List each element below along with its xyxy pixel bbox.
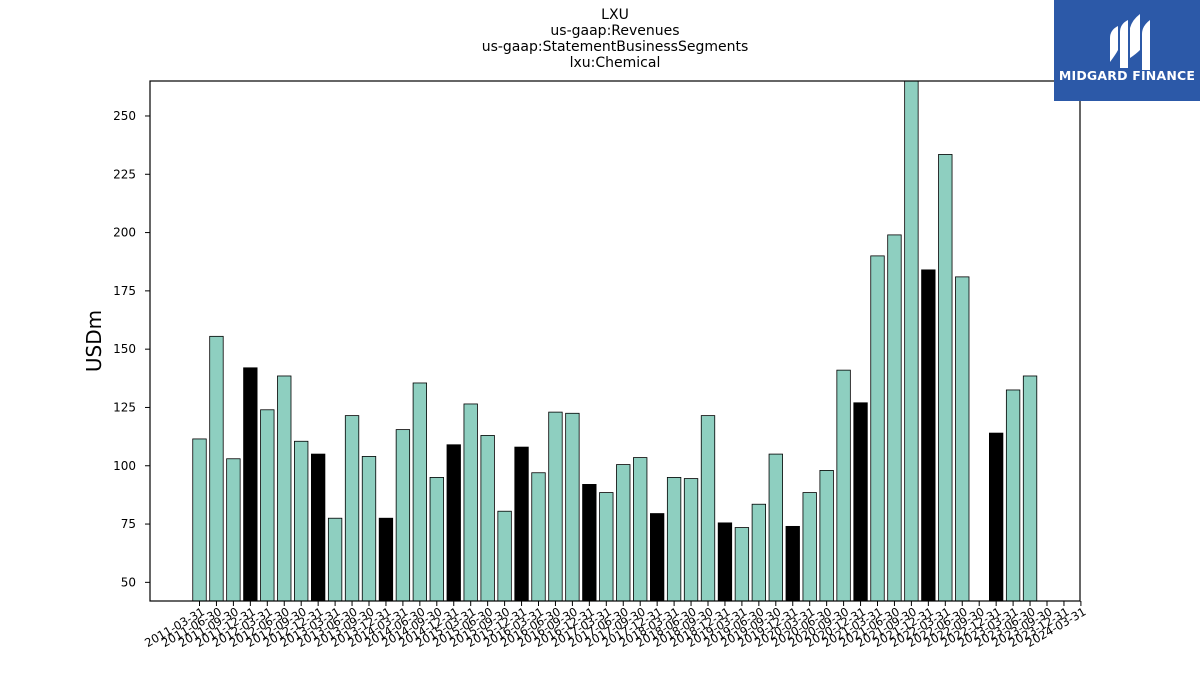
- bar-2022-03-31: [938, 154, 953, 602]
- bar-2013-12-31: [378, 517, 394, 602]
- brand-logo: MIDGARD FINANCE: [1054, 0, 1200, 101]
- bar-2011-09-30: [226, 458, 241, 602]
- bars-group: [192, 80, 1038, 602]
- bar-2013-03-31: [327, 517, 343, 602]
- bar-2012-03-31: [260, 409, 275, 602]
- bar-2012-09-30: [294, 440, 309, 602]
- midgard-logo-icon: [1054, 0, 1200, 101]
- bar-2016-12-31: [582, 484, 597, 602]
- bar-2018-03-31: [666, 477, 682, 602]
- y-tick-label: 75: [121, 517, 136, 531]
- bar-2017-06-30: [616, 464, 631, 602]
- bar-2019-12-31: [785, 525, 800, 602]
- bar-2013-06-30: [344, 415, 360, 602]
- y-tick-label: 50: [121, 575, 136, 589]
- bar-2014-03-31: [395, 429, 411, 602]
- plot-frame: [149, 80, 1081, 602]
- bar-2016-03-31: [531, 472, 546, 602]
- bar-2017-03-31: [599, 492, 614, 602]
- bar-2015-03-31: [463, 403, 478, 602]
- bar-2018-09-30: [700, 415, 716, 602]
- bar-2023-06-30: [1022, 375, 1038, 602]
- bar-2019-06-30: [751, 503, 766, 602]
- bar-2015-09-30: [497, 510, 512, 602]
- bar-2019-09-30: [768, 453, 783, 602]
- y-tick-label: 175: [113, 284, 136, 298]
- bar-2017-12-31: [650, 513, 665, 602]
- bar-2015-06-30: [480, 435, 495, 602]
- bar-2019-03-31: [734, 527, 750, 602]
- bar-2015-12-31: [514, 446, 529, 602]
- y-tick-label: 100: [113, 459, 136, 473]
- bar-2018-06-30: [683, 478, 699, 602]
- logo-text: MIDGARD FINANCE: [1058, 68, 1196, 83]
- bar-2012-06-30: [277, 375, 292, 602]
- bar-2011-06-30: [209, 335, 224, 602]
- bar-2017-09-30: [633, 457, 648, 602]
- chart-title-line: lxu:Chemical: [569, 55, 661, 71]
- y-tick-label: 150: [113, 342, 136, 356]
- bar-2023-03-31: [1005, 389, 1021, 602]
- bar-2016-09-30: [565, 412, 580, 602]
- bar-2012-12-31: [310, 453, 326, 602]
- bar-2013-09-30: [361, 456, 377, 602]
- chart-title-line: us-gaap:Revenues: [550, 23, 680, 39]
- bar-2016-06-30: [548, 411, 563, 602]
- y-tick-label: 250: [113, 109, 136, 123]
- bar-2018-12-31: [717, 522, 733, 602]
- bar-2011-12-31: [243, 367, 258, 602]
- y-axis-label: USDm: [82, 310, 106, 372]
- chart-title-line: us-gaap:StatementBusinessSegments: [481, 39, 749, 55]
- bar-2014-12-31: [446, 444, 461, 602]
- chart-title-line: LXU: [601, 7, 629, 23]
- bar-2022-06-30: [955, 276, 970, 602]
- bar-2020-09-30: [836, 369, 851, 602]
- bar-2014-09-30: [429, 477, 444, 602]
- bar-2021-12-31: [921, 269, 936, 602]
- bar-2021-03-31: [870, 255, 885, 602]
- y-tick-label: 125: [113, 400, 136, 414]
- bar-2022-12-31: [989, 432, 1004, 602]
- bar-2020-06-30: [819, 470, 834, 602]
- x-axis-ticks: 2011-03-312011-06-302011-09-302011-12-31…: [142, 601, 1088, 650]
- y-tick-label: 225: [113, 167, 136, 181]
- bar-2014-06-30: [412, 382, 428, 602]
- bar-2011-03-31: [192, 438, 207, 602]
- bar-2020-03-31: [802, 492, 817, 602]
- y-tick-label: 200: [113, 226, 136, 240]
- bar-2021-06-30: [887, 234, 902, 602]
- y-axis-ticks: 50 75 100 125 150 175 200 225 250: [113, 109, 150, 589]
- bar-2020-12-31: [853, 402, 868, 602]
- bar-2021-09-30: [904, 80, 919, 602]
